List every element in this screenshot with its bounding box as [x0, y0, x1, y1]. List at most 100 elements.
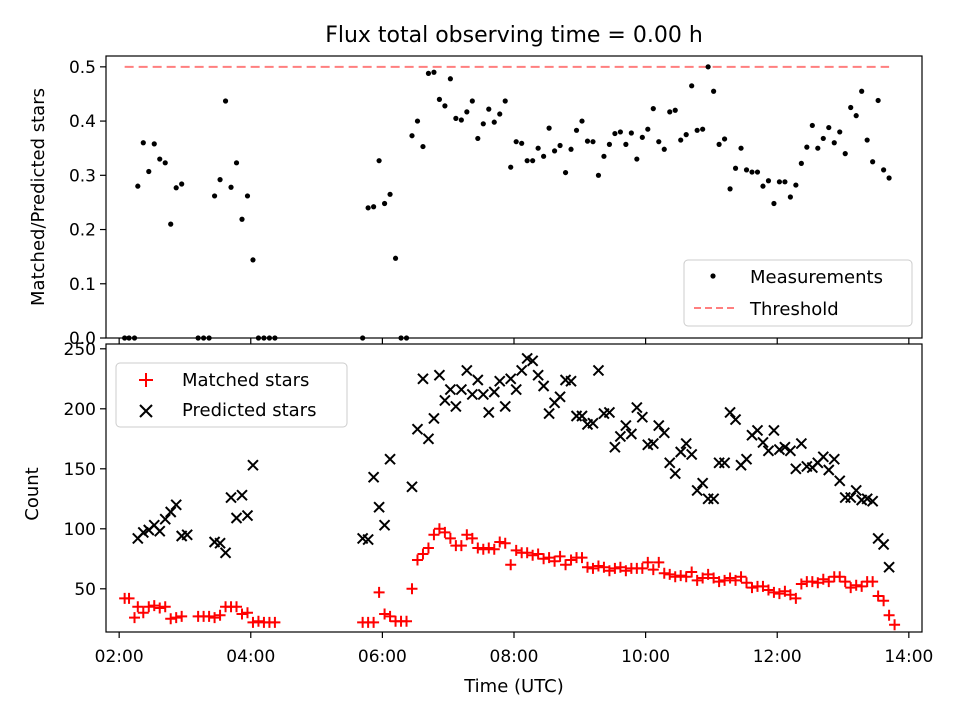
matched-star-point [581, 561, 593, 573]
ratio-y-tick-label: 0.1 [69, 275, 96, 295]
measurement-point [727, 186, 733, 192]
matched-star-point [368, 616, 380, 628]
matched-star-point [653, 556, 665, 568]
predicted-star-point [823, 464, 835, 476]
predicted-star-point [817, 451, 829, 463]
matched-star-point [867, 576, 879, 588]
measurement-point [371, 204, 377, 210]
measurement-point [595, 172, 602, 178]
matched-star-point [466, 532, 478, 544]
measurement-points [122, 64, 892, 341]
measurement-point [743, 167, 750, 173]
predicted-star-point [477, 388, 489, 401]
predicted-star-point [669, 467, 681, 480]
predicted-star-point [664, 457, 676, 469]
predicted-star-point [417, 373, 429, 385]
matched-star-point [401, 615, 413, 627]
measurement-point [864, 137, 870, 143]
predicted-star-point [230, 512, 243, 524]
ratio-y-tick-label: 0.0 [69, 329, 96, 349]
measurement-point [541, 153, 547, 159]
predicted-star-point [834, 475, 846, 487]
measurement-point [546, 125, 552, 131]
predicted-star-point [653, 419, 665, 432]
measurement-point [562, 169, 569, 176]
measurement-point [672, 107, 678, 113]
predicted-star-point [554, 391, 566, 403]
predicted-star-point [532, 369, 544, 381]
measurement-point [222, 98, 229, 104]
measurement-point [453, 115, 459, 121]
matched-star-point [510, 544, 522, 556]
predicted-star-point [488, 386, 500, 398]
matched-star-point [806, 576, 818, 588]
measurement-point [837, 129, 843, 135]
matched-star-point [379, 608, 391, 620]
ratio-legend: Measurements Threshold [683, 259, 913, 327]
matched-star-point [686, 566, 698, 578]
measurement-point [601, 153, 607, 159]
predicted-star-point [691, 484, 703, 497]
measurement-point [881, 167, 887, 173]
predicted-star-point [740, 453, 753, 465]
matched-star-point [444, 532, 456, 544]
predicted-star-point [428, 412, 440, 425]
predicted-star-point [614, 430, 627, 443]
x-tick-label: 12:00 [753, 647, 802, 667]
matched-star-point [428, 529, 440, 541]
matched-star-point [499, 537, 511, 549]
predicted-star-point [373, 501, 385, 513]
x-tick-label: 08:00 [490, 647, 539, 667]
matched-star-point [214, 609, 226, 621]
matched-star-point [384, 610, 396, 622]
measurement-point [656, 139, 662, 145]
measurement-point [628, 130, 634, 136]
matched-star-point [773, 588, 785, 600]
matched-star-point [719, 574, 731, 586]
matched-star-point [636, 562, 648, 574]
ratio-y-tick-label: 0.5 [69, 58, 96, 78]
matched-star-point [872, 590, 884, 602]
predicted-star-point [762, 445, 775, 457]
measurement-point [667, 109, 673, 115]
predicted-star-point [526, 355, 539, 367]
matched-star-point [209, 612, 221, 624]
predicted-star-point [472, 374, 484, 386]
measurement-point [634, 156, 640, 162]
predicted-star-point [631, 401, 643, 414]
count-legend-box [115, 362, 348, 428]
predicted-star-point [647, 437, 659, 450]
matched-star-point [176, 610, 188, 622]
measurement-point [162, 160, 168, 166]
matched-star-point [889, 619, 901, 631]
measurement-point [776, 179, 783, 185]
measurement-point [875, 97, 881, 104]
measurement-point [217, 177, 223, 183]
measurement-point [387, 191, 393, 197]
measurement-point [568, 146, 574, 152]
measurement-point [886, 175, 892, 181]
measurement-point [557, 142, 563, 149]
matched-star-point [675, 570, 687, 582]
measurement-point [721, 136, 728, 142]
predicted-star-point [565, 375, 577, 387]
predicted-star-point [696, 477, 709, 489]
predicted-star-point [795, 437, 808, 450]
predicted-star-point [685, 448, 698, 461]
predicted-star-point [165, 506, 177, 518]
matched-star-point [203, 610, 215, 622]
matched-star-point [664, 568, 676, 580]
measurement-point [584, 138, 591, 144]
predicted-star-point [444, 383, 457, 396]
count-legend: Matched stars Predicted stars [115, 362, 348, 428]
count-y-tick-label: 150 [64, 460, 96, 480]
measurement-point [524, 158, 530, 164]
measurement-point [475, 135, 481, 142]
predicted-star-point [461, 364, 473, 377]
measurement-point [771, 200, 777, 207]
measurement-point [146, 168, 152, 175]
measurement-point [228, 184, 234, 190]
measurement-point [168, 221, 174, 227]
